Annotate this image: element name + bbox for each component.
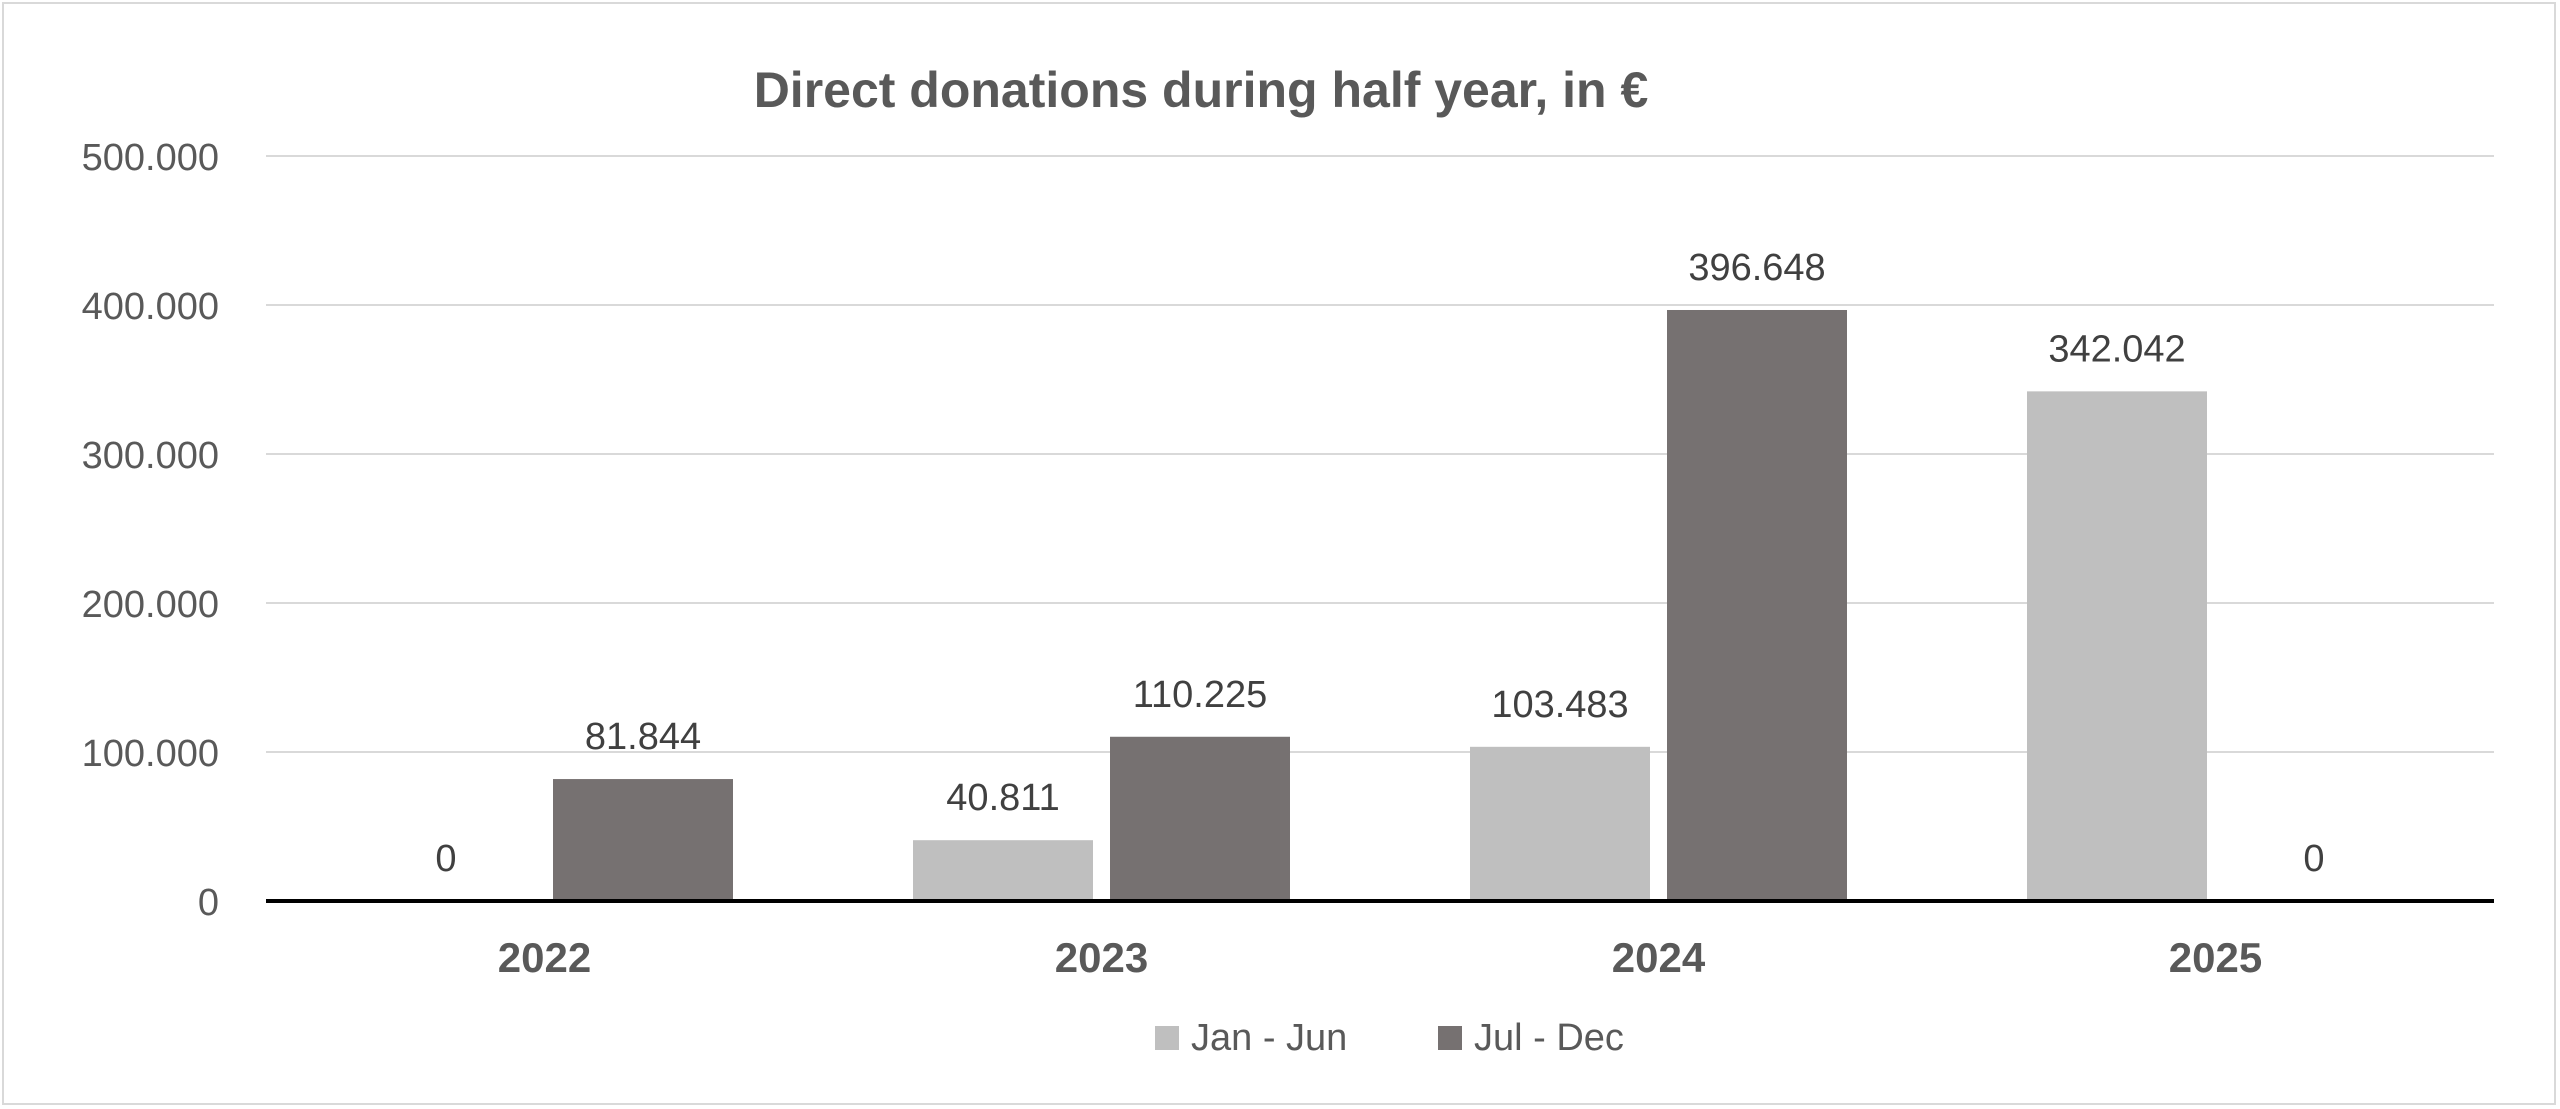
y-tick-label: 200.000 xyxy=(82,584,219,626)
bar-jan-jun-2023 xyxy=(913,840,1093,901)
data-label: 103.483 xyxy=(1491,684,1628,726)
bars xyxy=(553,309,2207,901)
data-label: 0 xyxy=(435,838,456,880)
y-tick-label: 300.000 xyxy=(82,435,219,477)
data-label: 81.844 xyxy=(585,716,701,758)
data-label: 40.811 xyxy=(946,777,1059,819)
x-axis-categories: 2022 2023 2024 2025 xyxy=(498,934,2262,981)
data-label: 0 xyxy=(2303,838,2324,880)
y-tick-label: 100.000 xyxy=(82,733,219,775)
legend-label: Jul - Dec xyxy=(1474,1017,1624,1059)
x-category-label: 2024 xyxy=(1612,934,1706,981)
bar-jan-jun-2025 xyxy=(2027,391,2207,901)
y-tick-label: 400.000 xyxy=(82,286,219,328)
bar-jul-dec-2023 xyxy=(1110,736,1290,901)
x-category-label: 2022 xyxy=(498,934,591,981)
y-tick-label: 0 xyxy=(198,882,219,924)
y-axis-ticks: 0 100.000 200.000 300.000 400.000 500.000 xyxy=(82,137,219,924)
data-label: 342.042 xyxy=(2048,328,2185,370)
data-label: 110.225 xyxy=(1133,674,1268,716)
bar-chart: Direct donations during half year, in € … xyxy=(82,62,2494,1059)
bar-jul-dec-2022 xyxy=(553,779,733,901)
chart-title: Direct donations during half year, in € xyxy=(754,62,1649,118)
bar-jan-jun-2024 xyxy=(1470,746,1650,901)
bar-jul-dec-2024 xyxy=(1667,309,1847,901)
y-tick-label: 500.000 xyxy=(82,137,219,179)
x-category-label: 2023 xyxy=(1055,934,1148,981)
legend: Jan - Jun Jul - Dec xyxy=(1155,1017,1624,1059)
legend-swatch xyxy=(1438,1026,1462,1050)
legend-label: Jan - Jun xyxy=(1191,1017,1347,1059)
x-category-label: 2025 xyxy=(2169,934,2262,981)
data-labels: 0 81.844 40.811 110.225 103.483 396.648 342.04… xyxy=(435,247,2324,880)
data-label: 396.648 xyxy=(1688,247,1825,289)
legend-swatch xyxy=(1155,1026,1179,1050)
